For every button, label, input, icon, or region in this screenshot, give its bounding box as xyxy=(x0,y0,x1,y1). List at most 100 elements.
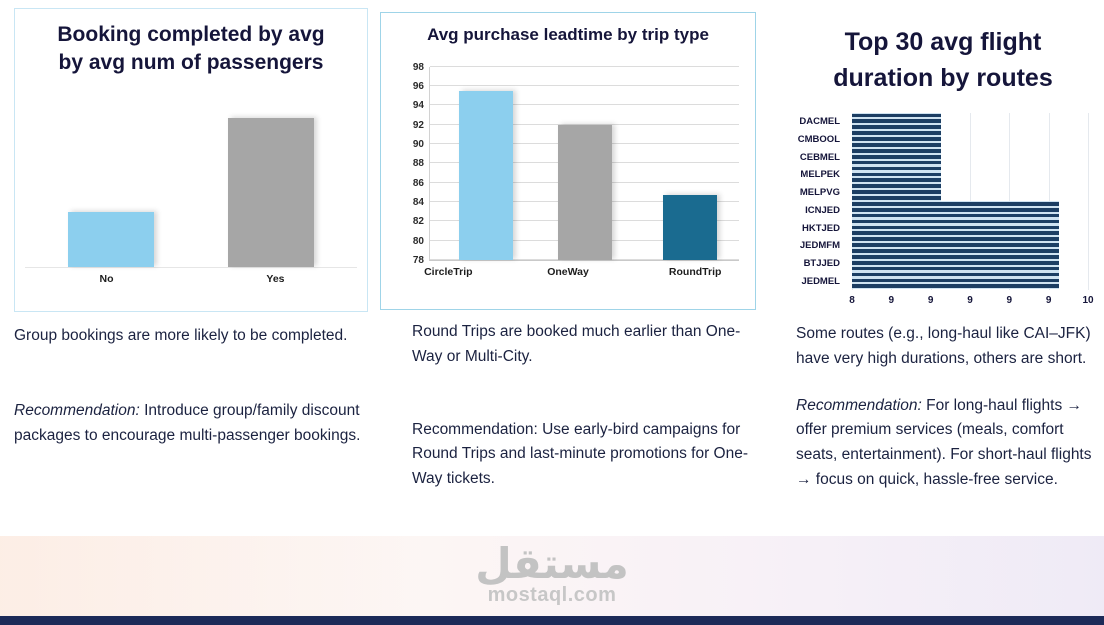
route-bar-row xyxy=(852,177,941,184)
y-tick-label: 82 xyxy=(412,216,424,228)
route-bar xyxy=(852,284,1059,289)
y-tick-label: 94 xyxy=(412,100,424,112)
category-label-Yes: Yes xyxy=(266,272,285,285)
route-label-HKTJED: HKTJED xyxy=(801,222,840,234)
category-label-CircleTrip: CircleTrip xyxy=(424,265,473,278)
insight-leadtime: Round Trips are booked much earlier than… xyxy=(412,323,741,365)
route-bar-row xyxy=(852,212,1059,219)
x-tick-label: 9 xyxy=(888,294,895,306)
route-bar xyxy=(852,143,941,147)
route-bar xyxy=(852,207,1059,212)
route-bar xyxy=(852,160,941,165)
route-bar xyxy=(852,237,1059,241)
route-bar-row xyxy=(852,189,941,195)
route-bar xyxy=(852,178,941,183)
chart-card-booking-completed: Booking completed by avg by avg num of p… xyxy=(14,8,368,312)
recommendation-flight-duration: Recommendation: For long-haul flights → … xyxy=(782,394,1104,493)
recommendation-text: For long-haul flights → offer premium se… xyxy=(796,396,1092,488)
route-bar-row xyxy=(852,224,1059,231)
route-bar xyxy=(852,172,941,177)
route-bar-row xyxy=(852,118,941,125)
x-tick-label: 9 xyxy=(1006,294,1013,306)
route-bar-row xyxy=(852,130,941,137)
route-bar-row xyxy=(852,153,941,160)
y-tick-label: 86 xyxy=(412,177,424,189)
y-tick-label: 84 xyxy=(412,196,424,208)
booking-completed-chart: No Yes xyxy=(15,100,367,288)
route-bar-row xyxy=(852,124,941,131)
route-bar xyxy=(852,154,941,159)
route-label-JEDMFM: JEDMFM xyxy=(799,240,840,252)
route-bar-row xyxy=(852,112,941,119)
recommendation-text: Use early-bird campaigns for Round Trips… xyxy=(412,420,748,488)
y-tick-label: 80 xyxy=(412,235,424,247)
leadtime-chart: 78 80 82 84 86 88 90 92 94 96 98 CircleTrip OneWay Ro… xyxy=(381,62,755,281)
route-bar-row xyxy=(852,171,941,178)
bar-OneWay xyxy=(557,124,612,260)
route-bar-row xyxy=(852,165,941,172)
gridline xyxy=(430,85,739,87)
route-bars xyxy=(852,112,1088,290)
gridline xyxy=(430,123,739,125)
gridline xyxy=(430,65,739,67)
route-bar xyxy=(852,148,941,153)
x-tick-label: 9 xyxy=(967,294,973,306)
insight-booking: Group bookings are more likely to be com… xyxy=(14,327,348,344)
route-bar-row xyxy=(852,236,1059,243)
route-bar xyxy=(852,196,941,200)
route-bar-row xyxy=(852,141,941,148)
route-label-ICNJED: ICNJED xyxy=(805,204,840,216)
bottom-navy-bar xyxy=(0,616,1104,625)
route-bar-row xyxy=(852,247,1059,254)
gridline xyxy=(430,104,739,106)
route-label-DACMEL: DACMEL xyxy=(799,116,840,128)
mostaql-watermark: مستقل mostaql.com xyxy=(0,539,1104,607)
route-label-MELPEK: MELPEK xyxy=(800,169,840,181)
category-label-RoundTrip: RoundTrip xyxy=(668,265,722,278)
route-bar-row xyxy=(852,265,1059,272)
category-labels: CircleTrip OneWay RoundTrip xyxy=(381,261,755,281)
route-bar-row xyxy=(852,242,1059,248)
mostaql-site-text: mostaql.com xyxy=(487,584,617,607)
y-tick-label: 88 xyxy=(412,158,424,170)
panel-flight-duration: Top 30 avg flight duration by routes DAC… xyxy=(782,8,1104,493)
report-columns: Booking completed by avg by avg num of p… xyxy=(14,8,1104,493)
bar-RoundTrip xyxy=(662,195,717,260)
y-tick-label: 90 xyxy=(412,139,424,150)
route-bar xyxy=(852,260,1059,265)
route-bar xyxy=(852,119,941,124)
route-bar-row xyxy=(852,218,1059,225)
category-label-No: No xyxy=(99,272,114,285)
route-bar xyxy=(852,254,1059,259)
route-bar xyxy=(852,225,1059,230)
insight-flight-duration: Some routes (e.g., long-haul like CAI–JF… xyxy=(796,325,1091,367)
route-bar-row xyxy=(852,271,1059,278)
route-bar-row xyxy=(852,200,1059,207)
chart-card-leadtime: Avg purchase leadtime by trip type 78 80 8… xyxy=(380,12,756,310)
route-label-MELPVG: MELPVG xyxy=(799,187,840,199)
y-tick-label: 78 xyxy=(412,254,424,266)
panel-leadtime: Avg purchase leadtime by trip type 78 80 8… xyxy=(380,12,756,493)
route-bar xyxy=(852,113,941,118)
plot-area xyxy=(25,100,357,268)
route-bar-row xyxy=(852,136,941,142)
category-labels: No Yes xyxy=(15,268,367,288)
footer-gradient-band xyxy=(0,536,1104,617)
mostaql-logo: مستقل xyxy=(475,539,629,588)
bar-CircleTrip xyxy=(458,90,513,260)
x-tick-label: 10 xyxy=(1082,294,1094,306)
plot-area: 8 9 9 9 9 9 10 xyxy=(849,112,1094,306)
flight-duration-chart: DACMEL CMBOOL CEBMEL MELPEK MELPVG ICNJED HKTJ… xyxy=(782,112,1104,313)
chart-title-flight-duration: Top 30 avg flight duration by routes xyxy=(833,28,1053,93)
route-bar xyxy=(852,125,941,130)
recommendation-booking: Recommendation: Introduce group/family d… xyxy=(14,399,368,449)
route-bar xyxy=(852,201,1059,206)
route-bar xyxy=(852,131,941,135)
panel-booking-completed: Booking completed by avg by avg num of p… xyxy=(14,8,368,493)
route-label-BTJJED: BTJJED xyxy=(803,257,840,269)
route-bar xyxy=(852,190,941,194)
chart-title-leadtime: Avg purchase leadtime by trip type xyxy=(427,25,709,44)
category-label-OneWay: OneWay xyxy=(547,265,589,278)
recommendation-text: Introduce group/family discount packages… xyxy=(14,401,361,444)
route-label-CMBOOL: CMBOOL xyxy=(797,134,840,146)
